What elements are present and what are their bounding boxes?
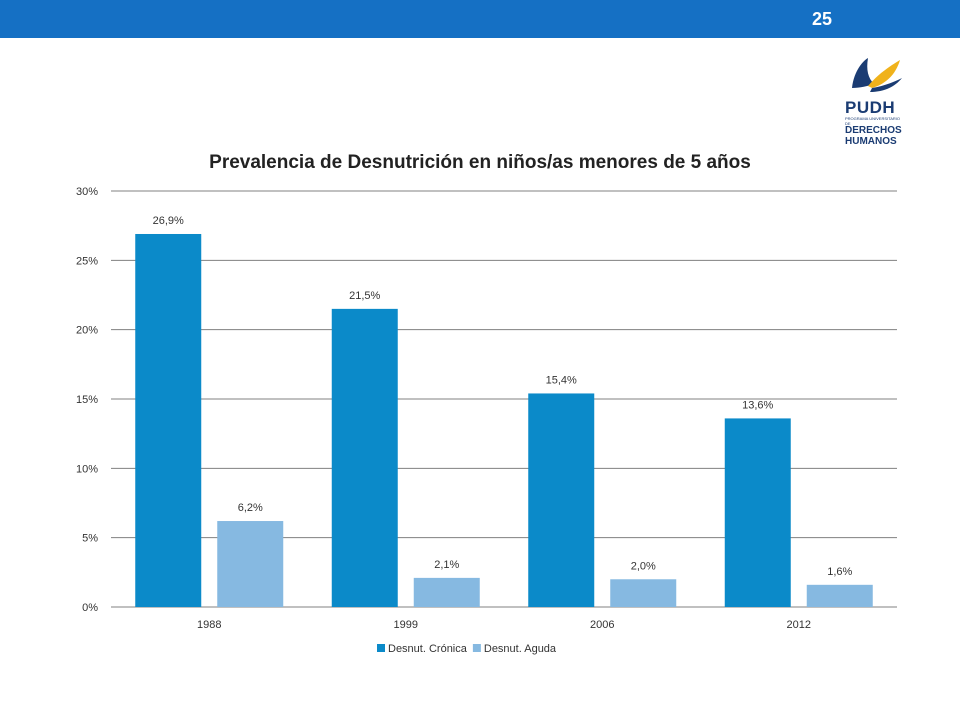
y-tick-label: 25% <box>76 255 98 267</box>
top-bar: 25 <box>0 0 960 38</box>
y-tick-label: 0% <box>82 602 98 614</box>
x-axis-tick-labels: 1988 1999 2006 2012 <box>197 619 811 631</box>
bar <box>724 418 791 607</box>
y-tick-label: 15% <box>76 394 98 406</box>
chart-title: Prevalencia de Desnutrición en niños/as … <box>209 152 751 173</box>
bar <box>610 579 677 607</box>
x-tick-label: 1999 <box>394 619 418 631</box>
data-labels: 26,9% 6,2% 21,5% 2,1% 15,4% 2,0% 13,6% 1,6% <box>153 215 853 578</box>
legend: Desnut. Crónica Desnut. Aguda <box>377 643 557 655</box>
data-label: 1,6% <box>827 566 852 578</box>
data-label: 2,0% <box>631 560 656 572</box>
bar <box>135 233 202 607</box>
x-tick-label: 2006 <box>590 619 614 631</box>
data-label: 21,5% <box>349 290 380 302</box>
logo-name: DERECHOS HUMANOS <box>845 125 902 147</box>
x-tick-label: 1988 <box>197 619 221 631</box>
data-label: 15,4% <box>546 374 577 386</box>
y-axis-tick-labels: 0% 5% 10% 15% 20% 25% 30% <box>76 186 98 614</box>
data-label: 26,9% <box>153 215 184 227</box>
bar <box>528 393 595 607</box>
bars <box>135 233 873 607</box>
y-tick-label: 20% <box>76 325 98 337</box>
logo-acronym: PUDH <box>845 98 896 117</box>
legend-label: Desnut. Aguda <box>484 643 557 655</box>
bar <box>217 521 284 607</box>
legend-swatch <box>472 644 481 652</box>
slide-number: 25 <box>811 9 832 29</box>
bar <box>413 577 480 607</box>
logo-name-line1: DERECHOS <box>845 125 902 136</box>
pudh-bird-logo-icon <box>852 58 902 92</box>
legend-swatch <box>377 644 385 652</box>
bar <box>331 308 398 607</box>
bar <box>806 584 873 607</box>
logo-name-line2: HUMANOS <box>845 136 897 147</box>
y-tick-label: 10% <box>76 463 98 475</box>
y-tick-label: 30% <box>76 186 98 198</box>
data-label: 13,6% <box>742 399 773 411</box>
x-tick-label: 2012 <box>787 619 811 631</box>
legend-label: Desnut. Crónica <box>388 643 468 655</box>
logo-subtitle: PROGRAMA UNIVERSITARIO DE <box>845 116 901 126</box>
y-tick-label: 5% <box>82 533 98 545</box>
data-label: 6,2% <box>238 502 263 514</box>
data-label: 2,1% <box>434 559 459 571</box>
